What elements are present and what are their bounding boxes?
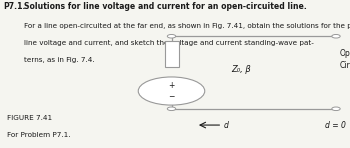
Text: For a line open-circuited at the far end, as shown in Fig. 7.41, obtain the solu: For a line open-circuited at the far end… bbox=[24, 23, 350, 29]
Circle shape bbox=[167, 34, 176, 38]
Text: For Problem P7.1.: For Problem P7.1. bbox=[7, 132, 70, 138]
Circle shape bbox=[167, 107, 176, 111]
Text: Z₀, β: Z₀, β bbox=[232, 65, 251, 74]
Bar bbox=[164, 41, 178, 67]
Text: line voltage and current, and sketch the voltage and current standing-wave pat-: line voltage and current, and sketch the… bbox=[24, 40, 314, 46]
Text: d = 0: d = 0 bbox=[325, 121, 346, 130]
Circle shape bbox=[332, 107, 340, 111]
Text: P7.1.: P7.1. bbox=[3, 2, 25, 11]
Text: Open
Circuit: Open Circuit bbox=[340, 49, 350, 70]
Text: Solutions for line voltage and current for an open-circuited line.: Solutions for line voltage and current f… bbox=[24, 2, 307, 11]
Text: +: + bbox=[168, 81, 175, 90]
Text: FIGURE 7.41: FIGURE 7.41 bbox=[7, 115, 52, 122]
Circle shape bbox=[332, 34, 340, 38]
Text: terns, as in Fig. 7.4.: terns, as in Fig. 7.4. bbox=[24, 57, 94, 63]
Text: −: − bbox=[168, 92, 175, 101]
Text: d: d bbox=[224, 121, 229, 130]
Circle shape bbox=[138, 77, 205, 105]
